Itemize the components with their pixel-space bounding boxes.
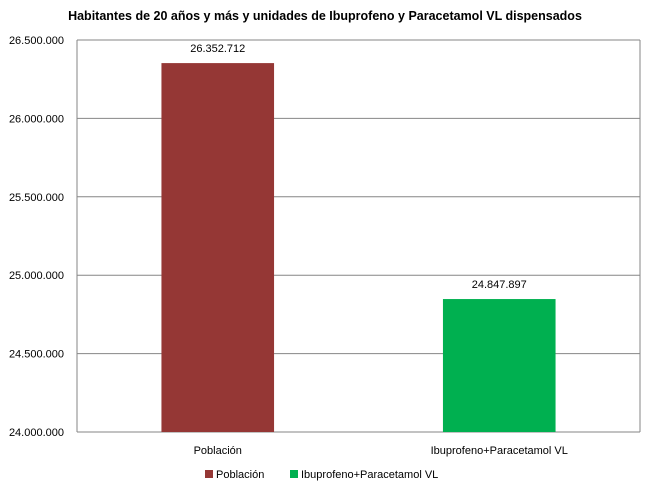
legend-label: Ibuprofeno+Paracetamol VL (301, 469, 438, 481)
bar (161, 63, 275, 432)
chart-title: Habitantes de 20 años y más y unidades d… (68, 9, 582, 23)
y-axis-ticks: 24.000.000 24.500.000 25.000.000 25.500.000… (9, 35, 64, 439)
bars: 26.352.712 24.847.897 (161, 43, 556, 432)
legend-label: Población (216, 469, 264, 481)
legend: Población Ibuprofeno+Paracetamol VL (205, 469, 438, 481)
bar (442, 299, 556, 432)
y-tick-label: 25.000.000 (9, 270, 64, 282)
y-tick-label: 25.500.000 (9, 192, 64, 204)
category-label: Población (194, 445, 242, 457)
y-tick-label: 24.000.000 (9, 427, 64, 439)
category-label: Ibuprofeno+Paracetamol VL (431, 445, 568, 457)
data-label: 26.352.712 (190, 43, 245, 55)
legend-swatch (290, 470, 298, 478)
y-tick-label: 26.500.000 (9, 35, 64, 47)
y-tick-label: 24.500.000 (9, 349, 64, 361)
y-tick-label: 26.000.000 (9, 113, 64, 125)
category-labels: Población Ibuprofeno+Paracetamol VL (194, 445, 568, 457)
data-label: 24.847.897 (472, 279, 527, 291)
legend-swatch (205, 470, 213, 478)
